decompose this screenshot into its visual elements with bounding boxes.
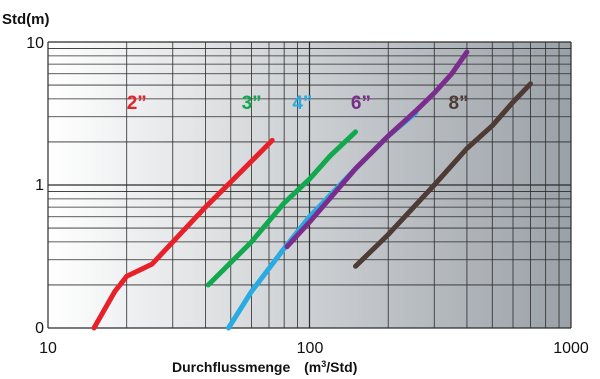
x-axis-title-unit-sup: 3 [321, 359, 326, 369]
series-line [284, 49, 470, 250]
series-labels: 2” 3” 4” 6” 8” [127, 93, 469, 114]
y-tick-label: 0 [35, 320, 44, 337]
series-line [205, 129, 358, 288]
x-tick-label: 1000 [553, 340, 589, 357]
series-line [91, 137, 275, 331]
x-tick-label: 10 [39, 340, 57, 357]
y-tick-label: 1 [35, 177, 44, 194]
x-axis-title: Durchflussmenge (m3/Std) [172, 359, 357, 375]
grid [47, 41, 572, 329]
series-layer [91, 49, 533, 331]
x-tick-label: 100 [297, 340, 324, 357]
series-label: 8” [448, 93, 468, 114]
x-axis-title-main: Durchflussmenge [172, 359, 290, 375]
x-axis-title-unit: (m [304, 359, 321, 375]
series-label: 6” [351, 93, 371, 114]
series-label: 2” [127, 93, 147, 114]
y-axis-title: Std(m) [2, 11, 50, 28]
series-line [353, 81, 533, 269]
series-label: 4” [292, 93, 312, 114]
x-axis-title-unit-end: /Std) [326, 359, 357, 375]
y-tick-label: 10 [26, 35, 44, 52]
series-label: 3” [242, 93, 262, 114]
